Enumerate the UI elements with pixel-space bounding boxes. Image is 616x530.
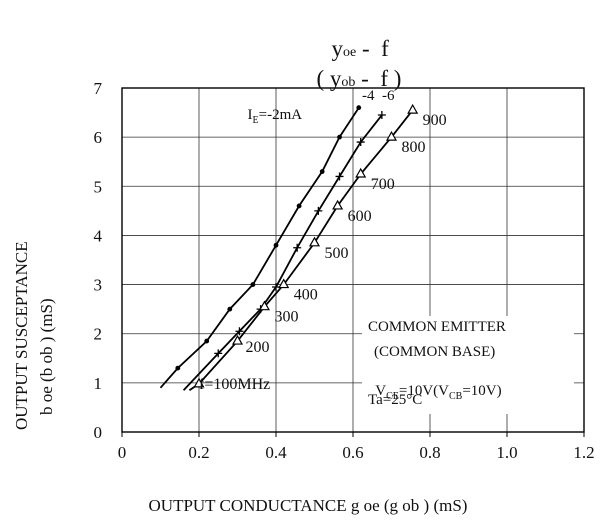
conditions-box <box>362 316 574 414</box>
data-point <box>308 236 321 247</box>
ie-label: IE=-2mA <box>247 107 303 126</box>
data-point <box>235 327 244 336</box>
y-tick-label: 3 <box>94 276 103 295</box>
y-tick-label: 1 <box>94 374 103 393</box>
frequency-label: 800 <box>402 139 426 156</box>
data-point <box>319 169 325 174</box>
chart-title-line1: yoe - f <box>331 36 389 61</box>
series-line-2 <box>188 109 414 391</box>
y-axis-label-line2: b oe (b ob ) (mS) <box>37 298 56 415</box>
y-axis-label: OUTPUT SUSCEPTANCE b oe (b ob ) (mS) <box>2 90 72 430</box>
x-tick-label: 1.2 <box>573 443 594 462</box>
data-point <box>293 243 302 252</box>
data-point <box>355 167 367 178</box>
data-point <box>407 103 419 114</box>
data-point <box>337 134 342 140</box>
data-point <box>214 349 223 358</box>
data-point <box>272 283 280 292</box>
data-point <box>377 111 386 120</box>
data-point <box>356 138 365 147</box>
series-line-0 <box>159 107 360 389</box>
conditions-ta: Ta=25°C <box>368 392 423 408</box>
x-tick-label: 0.2 <box>188 443 209 462</box>
data-point <box>332 199 344 210</box>
frequency-label: 600 <box>348 208 372 225</box>
frequency-label: 500 <box>325 245 349 262</box>
frequency-label: 700 <box>371 176 395 193</box>
data-point <box>250 282 256 287</box>
data-point <box>204 338 210 344</box>
chart-title-line2: ( yob - f ) <box>316 66 402 91</box>
y-tick-label: 2 <box>94 325 103 344</box>
y-axis-label-line1: OUTPUT SUSCEPTANCE <box>12 241 31 430</box>
frequency-label: 300 <box>274 309 298 326</box>
x-tick-label: 1.0 <box>496 443 517 462</box>
frequency-label: 900 <box>423 112 447 129</box>
conditions-vce: VCE=10V(VCB=10V) <box>375 383 502 402</box>
frequency-label: f=100MHz <box>199 376 270 393</box>
series-line-1 <box>182 114 383 391</box>
data-point <box>193 377 205 388</box>
data-point <box>273 242 279 248</box>
frequency-label: 400 <box>294 287 318 304</box>
frequency-label: 200 <box>246 339 270 356</box>
data-point <box>175 365 181 371</box>
conditions-line1: COMMON EMITTER <box>368 319 506 335</box>
curve-labels-46: -4 -6 <box>362 88 395 104</box>
data-point <box>314 206 323 215</box>
plot-frame <box>121 87 585 433</box>
x-tick-label: 0 <box>118 443 127 462</box>
x-axis-label: OUTPUT CONDUCTANCE g oe (g ob ) (mS) <box>148 496 468 515</box>
x-tick-label: 0.6 <box>342 443 363 462</box>
data-point <box>258 300 270 311</box>
y-tick-label: 7 <box>94 79 103 98</box>
data-point <box>231 334 244 345</box>
data-point <box>335 172 344 181</box>
y-tick-label: 5 <box>94 177 103 196</box>
data-point <box>227 306 233 312</box>
data-point <box>296 203 302 209</box>
y-tick-label: 0 <box>94 423 103 442</box>
x-tick-label: 0.4 <box>265 443 287 462</box>
conditions-line2: (COMMON BASE) <box>374 344 496 360</box>
data-point <box>385 130 398 141</box>
y-tick-label: 4 <box>94 226 103 245</box>
data-point <box>356 105 362 111</box>
data-point <box>278 278 290 289</box>
x-tick-label: 0.8 <box>419 443 440 462</box>
y-tick-label: 6 <box>94 128 103 147</box>
